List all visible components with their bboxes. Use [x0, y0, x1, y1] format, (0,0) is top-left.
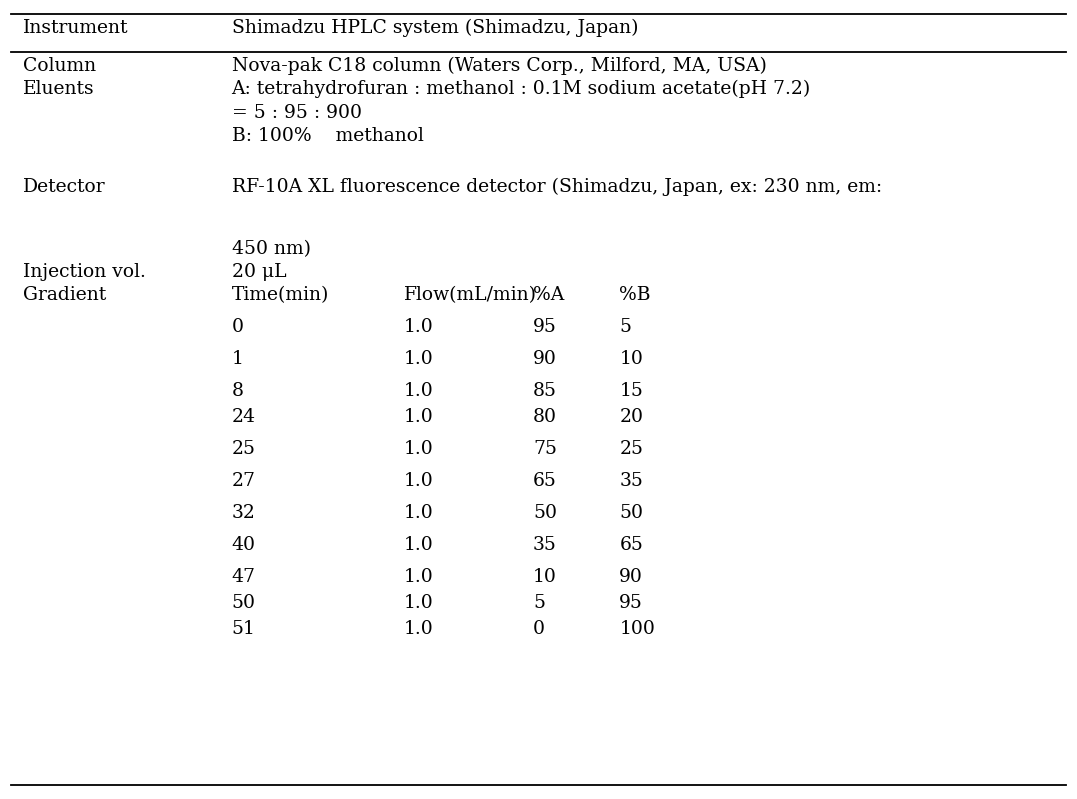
Text: 80: 80 [533, 408, 557, 426]
Text: Instrument: Instrument [23, 19, 128, 37]
Text: 51: 51 [232, 620, 255, 638]
Text: Flow(mL/min): Flow(mL/min) [404, 286, 536, 304]
Text: 10: 10 [533, 568, 557, 586]
Text: 1.0: 1.0 [404, 382, 434, 400]
Text: 10: 10 [619, 350, 643, 368]
Text: 1.0: 1.0 [404, 318, 434, 336]
Text: 5: 5 [619, 318, 631, 336]
Text: 65: 65 [619, 536, 643, 554]
Text: 50: 50 [619, 504, 643, 522]
Text: 65: 65 [533, 472, 557, 490]
Text: Time(min): Time(min) [232, 286, 328, 304]
Text: 75: 75 [533, 440, 557, 458]
Text: 85: 85 [533, 382, 557, 400]
Text: Column: Column [23, 57, 96, 75]
Text: 50: 50 [533, 504, 557, 522]
Text: 50: 50 [232, 594, 255, 612]
Text: 95: 95 [619, 594, 643, 612]
Text: 24: 24 [232, 408, 255, 426]
Text: 1.0: 1.0 [404, 568, 434, 586]
Text: 0: 0 [232, 318, 243, 336]
Text: 1.0: 1.0 [404, 472, 434, 490]
Text: Shimadzu HPLC system (Shimadzu, Japan): Shimadzu HPLC system (Shimadzu, Japan) [232, 19, 638, 38]
Text: 20: 20 [619, 408, 643, 426]
Text: 1.0: 1.0 [404, 594, 434, 612]
Text: Gradient: Gradient [23, 286, 106, 304]
Text: 47: 47 [232, 568, 255, 586]
Text: = 5 : 95 : 900: = 5 : 95 : 900 [232, 104, 362, 122]
Text: 25: 25 [232, 440, 255, 458]
Text: 27: 27 [232, 472, 255, 490]
Text: %A: %A [533, 286, 564, 304]
Text: %B: %B [619, 286, 651, 304]
Text: 100: 100 [619, 620, 655, 638]
Text: 1: 1 [232, 350, 243, 368]
Text: Eluents: Eluents [23, 80, 95, 98]
Text: 1.0: 1.0 [404, 408, 434, 426]
Text: 1.0: 1.0 [404, 350, 434, 368]
Text: 95: 95 [533, 318, 557, 336]
Text: RF-10A XL fluorescence detector (Shimadzu, Japan, ex: 230 nm, em:: RF-10A XL fluorescence detector (Shimadz… [232, 178, 882, 197]
Text: 35: 35 [619, 472, 643, 490]
Text: 450 nm): 450 nm) [232, 240, 310, 258]
Text: Detector: Detector [23, 178, 106, 196]
Text: 35: 35 [533, 536, 557, 554]
Text: 25: 25 [619, 440, 643, 458]
Text: 90: 90 [533, 350, 557, 368]
Text: 90: 90 [619, 568, 643, 586]
Text: 1.0: 1.0 [404, 504, 434, 522]
Text: 20 μL: 20 μL [232, 263, 286, 281]
Text: 1.0: 1.0 [404, 440, 434, 458]
Text: Injection vol.: Injection vol. [23, 263, 145, 281]
Text: Nova-pak C18 column (Waters Corp., Milford, MA, USA): Nova-pak C18 column (Waters Corp., Milfo… [232, 57, 767, 75]
Text: 40: 40 [232, 536, 255, 554]
Text: 0: 0 [533, 620, 545, 638]
Text: 8: 8 [232, 382, 243, 400]
Text: 15: 15 [619, 382, 643, 400]
Text: 32: 32 [232, 504, 255, 522]
Text: 1.0: 1.0 [404, 620, 434, 638]
Text: B: 100%    methanol: B: 100% methanol [232, 127, 423, 145]
Text: A: tetrahydrofuran : methanol : 0.1M sodium acetate(pH 7.2): A: tetrahydrofuran : methanol : 0.1M sod… [232, 80, 811, 98]
Text: 5: 5 [533, 594, 545, 612]
Text: 1.0: 1.0 [404, 536, 434, 554]
